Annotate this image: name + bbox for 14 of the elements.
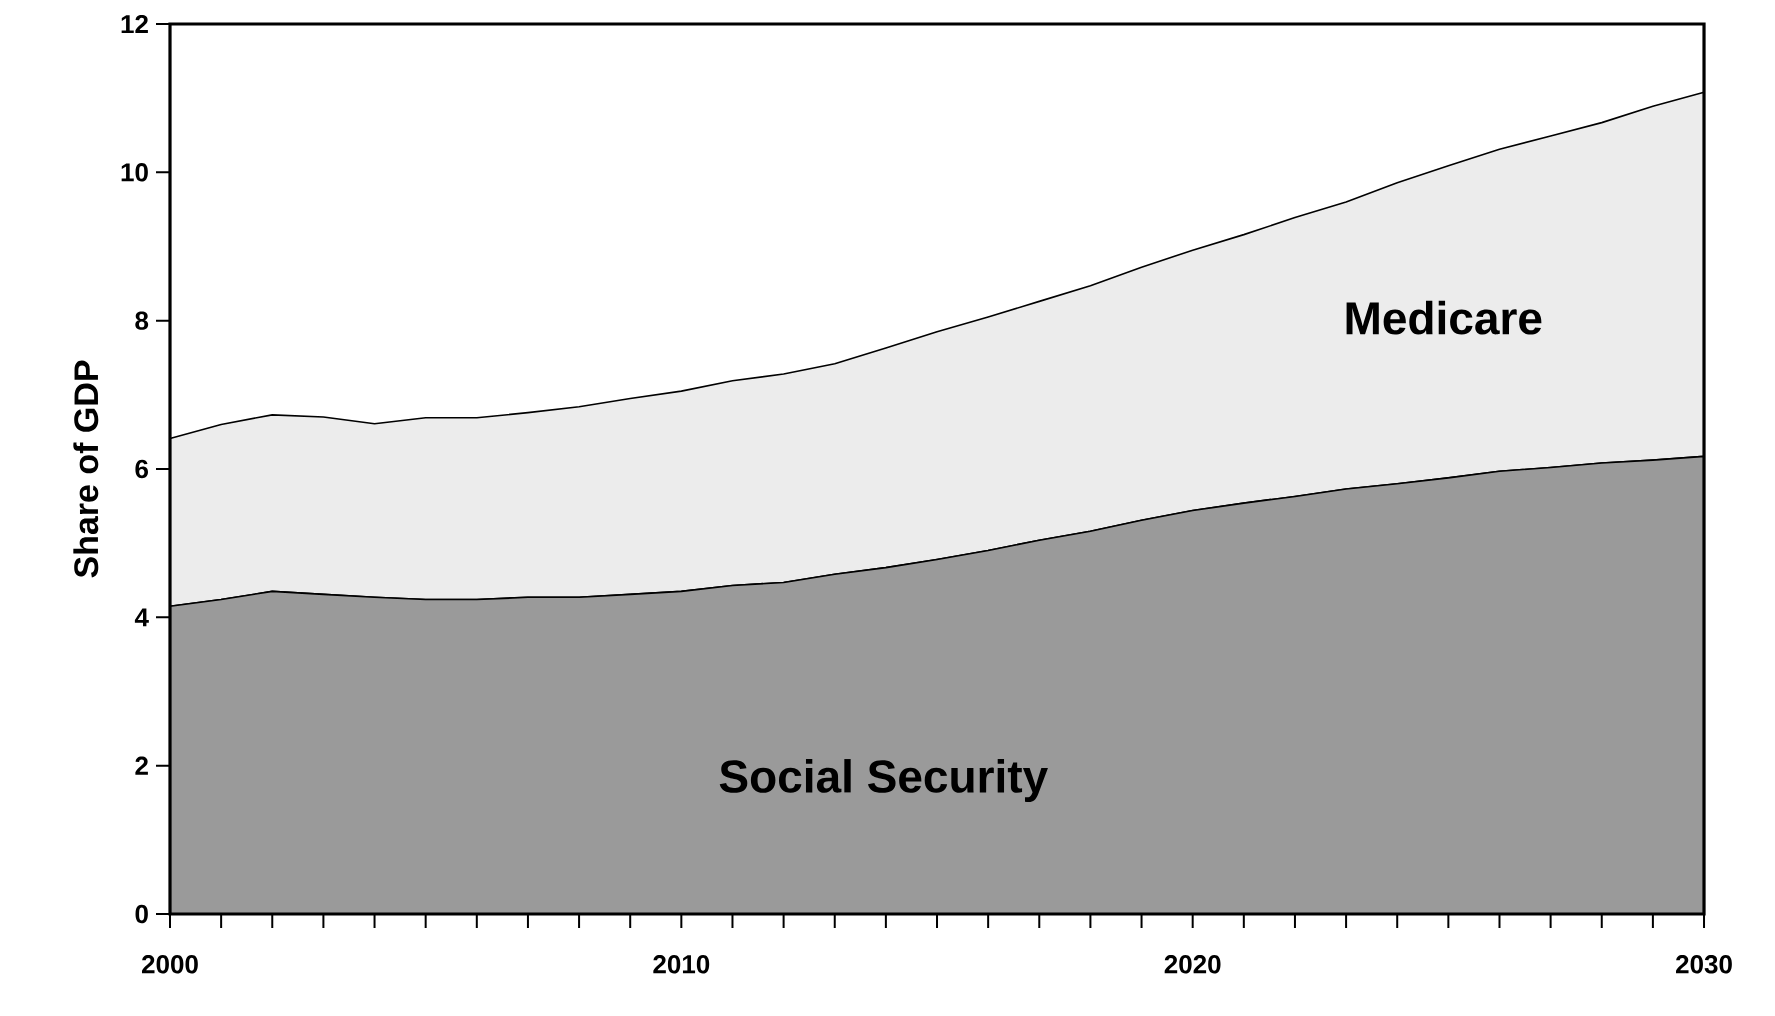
series-label: Social Security xyxy=(719,759,1048,802)
y-axis-title: Share of GDP xyxy=(73,360,99,578)
y-tick-label: 8 xyxy=(135,311,149,330)
y-tick-label: 2 xyxy=(135,756,148,775)
y-tick-label: 4 xyxy=(134,608,149,627)
x-tick-label: 2000 xyxy=(141,955,198,974)
x-tick-label: 2020 xyxy=(1164,955,1221,974)
x-tick-label: 2010 xyxy=(653,955,710,974)
y-tick-label: 12 xyxy=(121,14,148,34)
y-tick-label: 0 xyxy=(135,904,148,924)
series-label: Medicare xyxy=(1346,300,1542,335)
y-tick-label: 6 xyxy=(135,459,148,479)
x-tick-label: 2030 xyxy=(1676,955,1732,974)
y-tick-label: 10 xyxy=(121,163,148,182)
